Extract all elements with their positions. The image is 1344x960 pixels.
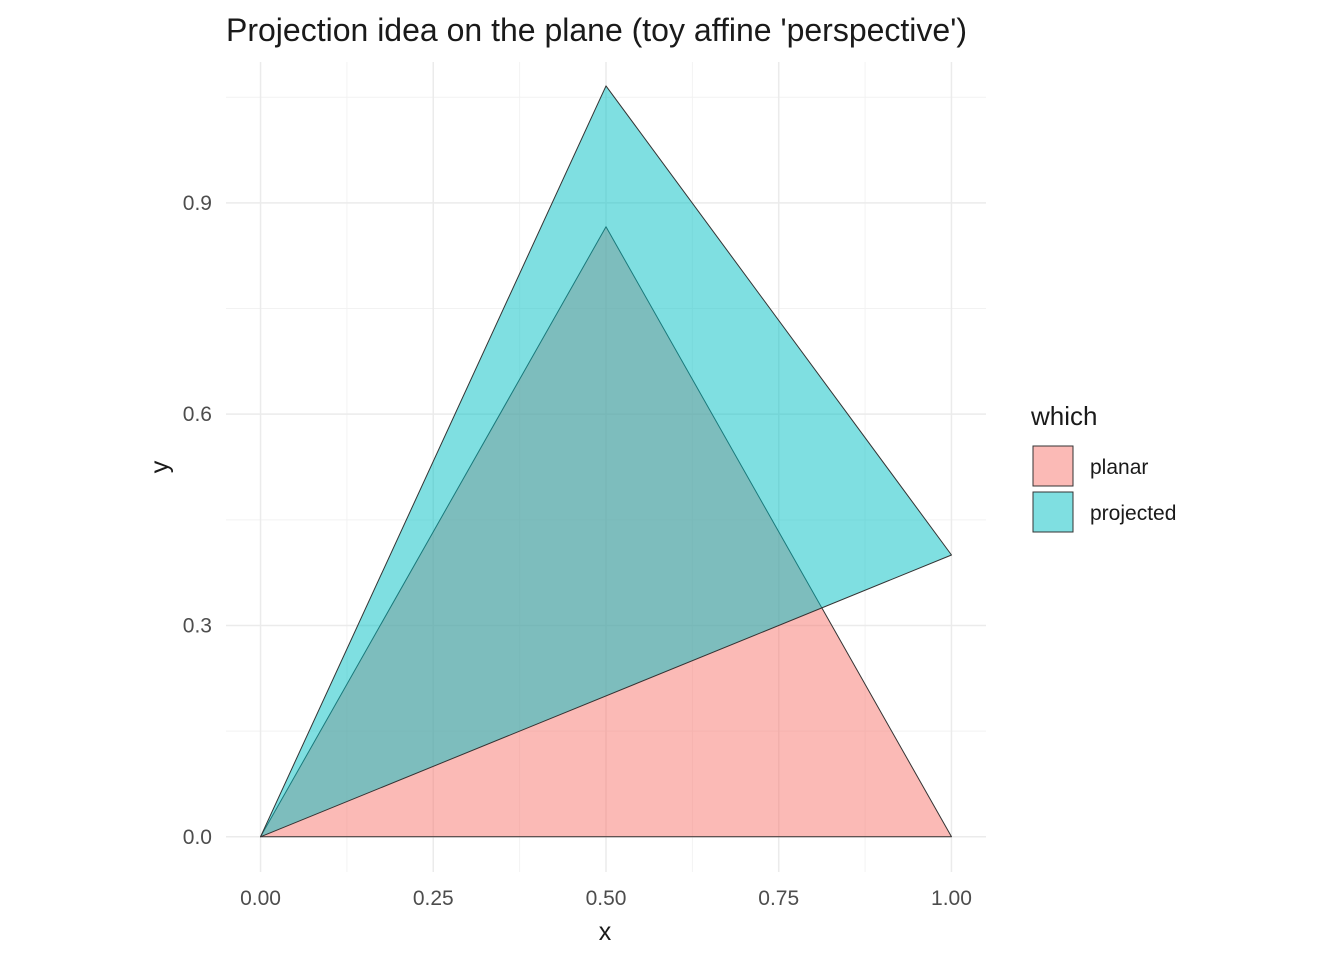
x-axis-label: x bbox=[599, 918, 612, 946]
y-tick-label: 0.3 bbox=[183, 614, 212, 637]
x-tick-label: 1.00 bbox=[931, 887, 972, 910]
chart-title: Projection idea on the plane (toy affine… bbox=[226, 12, 967, 48]
legend-key-planar bbox=[1032, 445, 1074, 487]
polygon-projected bbox=[260, 85, 952, 838]
x-tick-label: 0.75 bbox=[758, 887, 799, 910]
y-tick-label: 0.6 bbox=[183, 403, 212, 426]
y-tick-label: 0.9 bbox=[183, 192, 212, 215]
x-tick-label: 0.00 bbox=[240, 887, 281, 910]
legend-key-projected bbox=[1032, 491, 1074, 533]
y-tick-label: 0.0 bbox=[183, 826, 212, 849]
x-axis-ticks: 0.00 0.25 0.50 0.75 1.00 bbox=[240, 887, 972, 910]
x-tick-label: 0.25 bbox=[413, 887, 454, 910]
legend-title: which bbox=[1030, 401, 1097, 431]
y-axis-label: y bbox=[146, 460, 174, 473]
polygon-layer bbox=[260, 85, 952, 838]
legend-items: planar projected bbox=[1032, 445, 1176, 533]
legend-label-planar: planar bbox=[1090, 456, 1148, 479]
y-axis-ticks: 0.0 0.3 0.6 0.9 bbox=[183, 192, 212, 849]
legend: which planar projected bbox=[1030, 401, 1176, 533]
x-tick-label: 0.50 bbox=[586, 887, 627, 910]
legend-label-projected: projected bbox=[1090, 502, 1176, 525]
